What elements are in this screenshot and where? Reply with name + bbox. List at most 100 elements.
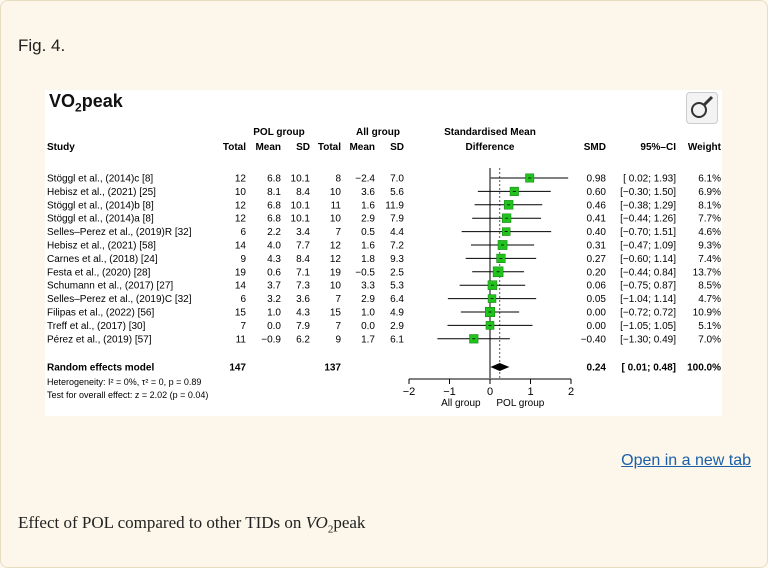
- pol-sd-cell: 7.7: [296, 241, 310, 252]
- study-name: Stöggl et al., (2014)b [8]: [47, 200, 154, 211]
- all-total-cell: 12: [330, 254, 342, 265]
- all-sd-cell: 6.1: [390, 334, 404, 345]
- all-sd-cell: 5.6: [390, 187, 404, 198]
- pol-total-cell: 11: [236, 334, 247, 345]
- all-mean-cell: 3.3: [361, 281, 375, 292]
- all-total-cell: 10: [330, 187, 342, 198]
- weight-cell: 13.7%: [693, 267, 721, 278]
- all-sd-cell: 6.4: [390, 294, 404, 305]
- header-smd-col: SMD: [584, 142, 606, 153]
- all-total-cell: 7: [335, 227, 341, 238]
- pol-mean-cell: 4.3: [267, 254, 281, 265]
- weight-cell: 8.5%: [698, 281, 721, 292]
- weight-cell: 5.1%: [698, 321, 721, 332]
- header-pol-sd: SD: [296, 142, 310, 153]
- pol-sd-cell: 10.1: [291, 174, 311, 185]
- x-tick-label: 0: [487, 386, 493, 398]
- pol-mean-cell: 6.8: [267, 200, 281, 211]
- smd-cell: 0.00: [587, 321, 607, 332]
- pol-total-cell: 19: [235, 267, 247, 278]
- all-mean-cell: 0.5: [361, 227, 375, 238]
- zoom-button[interactable]: [686, 92, 718, 124]
- pol-sd-cell: 7.9: [296, 321, 310, 332]
- ci-cell: [−0.70; 1.51]: [620, 227, 676, 238]
- pol-total-cell: 7: [240, 321, 246, 332]
- pol-mean-cell: 3.2: [267, 294, 281, 305]
- pooled-smd: 0.24: [587, 363, 607, 374]
- all-sd-cell: 11.9: [385, 200, 404, 211]
- ci-cell: [−1.05; 1.05]: [620, 321, 676, 332]
- pol-total-cell: 6: [240, 227, 246, 238]
- ci-cell: [ 0.02; 1.93]: [623, 174, 676, 185]
- all-total-cell: 10: [330, 214, 342, 225]
- weight-cell: 7.4%: [698, 254, 721, 265]
- all-total-cell: 15: [330, 308, 342, 319]
- pol-sd-cell: 3.4: [296, 227, 310, 238]
- pol-mean-cell: 2.2: [267, 227, 281, 238]
- ci-cell: [−0.44; 0.84]: [620, 267, 676, 278]
- all-total-cell: 8: [335, 174, 341, 185]
- pol-sd-cell: 8.4: [296, 187, 310, 198]
- all-total-cell: 9: [335, 334, 341, 345]
- all-total-cell: 19: [330, 267, 342, 278]
- header-ci: 95%–CI: [640, 142, 676, 153]
- header-pol-total: Total: [223, 142, 246, 153]
- pol-sd-cell: 7.1: [296, 267, 310, 278]
- x-tick-label: 2: [568, 386, 574, 398]
- smd-cell: 0.98: [587, 174, 607, 185]
- pol-total-cell: 6: [240, 294, 246, 305]
- all-total-cell: 12: [330, 241, 342, 252]
- weight-cell: 6.1%: [698, 174, 721, 185]
- magnifier-icon: [691, 95, 714, 118]
- ci-cell: [−1.30; 0.49]: [620, 334, 676, 345]
- all-mean-cell: 2.9: [361, 214, 375, 225]
- x-tick-label: −1: [443, 386, 456, 398]
- all-mean-cell: 2.9: [361, 294, 375, 305]
- header-pol-group: POL group: [253, 127, 304, 138]
- weight-cell: 4.6%: [698, 227, 721, 238]
- weight-cell: 8.1%: [698, 200, 721, 211]
- smd-cell: 0.00: [587, 308, 607, 319]
- pol-total-cell: 14: [235, 281, 247, 292]
- ci-cell: [−0.60; 1.14]: [620, 254, 676, 265]
- study-name: Carnes et al., (2018) [24]: [47, 254, 158, 265]
- pooled-label: Random effects model: [47, 363, 154, 374]
- all-mean-cell: 1.0: [361, 308, 375, 319]
- x-tick-label: 1: [527, 386, 533, 398]
- smd-cell: 0.41: [587, 214, 607, 225]
- pol-mean-cell: −0.9: [261, 334, 281, 345]
- pol-sd-cell: 10.1: [291, 214, 311, 225]
- header-all-sd: SD: [390, 142, 404, 153]
- pol-sd-cell: 10.1: [291, 200, 311, 211]
- weight-cell: 6.9%: [698, 187, 721, 198]
- header-all-mean: Mean: [349, 142, 375, 153]
- pooled-diamond: [490, 363, 510, 371]
- all-total-cell: 10: [330, 281, 342, 292]
- ci-cell: [−0.38; 1.29]: [620, 200, 676, 211]
- pol-sd-cell: 8.4: [296, 254, 310, 265]
- all-mean-cell: −2.4: [355, 174, 375, 185]
- smd-cell: 0.05: [587, 294, 607, 305]
- all-mean-cell: 1.6: [361, 241, 375, 252]
- header-all-group: All group: [356, 127, 400, 138]
- study-name: Stöggl et al., (2014)a [8]: [47, 214, 154, 225]
- ci-cell: [−0.72; 0.72]: [620, 308, 676, 319]
- smd-cell: −0.40: [581, 334, 607, 345]
- weight-cell: 7.7%: [698, 214, 721, 225]
- weight-cell: 9.3%: [698, 241, 721, 252]
- ci-cell: [−0.30; 1.50]: [620, 187, 676, 198]
- all-sd-cell: 7.0: [390, 174, 404, 185]
- pol-sd-cell: 3.6: [296, 294, 310, 305]
- study-name: Hebisz et al., (2021) [58]: [47, 241, 156, 252]
- all-sd-cell: 7.9: [390, 214, 404, 225]
- pol-total-cell: 12: [235, 200, 247, 211]
- open-in-new-tab-link[interactable]: Open in a new tab: [621, 452, 751, 469]
- all-total-cell: 11: [331, 200, 342, 211]
- figure-label: Fig. 4.: [18, 36, 66, 55]
- figure-title: VO2peak: [49, 91, 123, 115]
- forest-plot: POL group All group Standardised Mean Diffe…: [47, 127, 722, 409]
- x-tick-label: −2: [403, 386, 416, 398]
- heterogeneity-text: Heterogeneity: I² = 0%, τ² = 0, p = 0.89: [47, 377, 201, 387]
- smd-cell: 0.40: [587, 227, 607, 238]
- pol-mean-cell: 4.0: [267, 241, 281, 252]
